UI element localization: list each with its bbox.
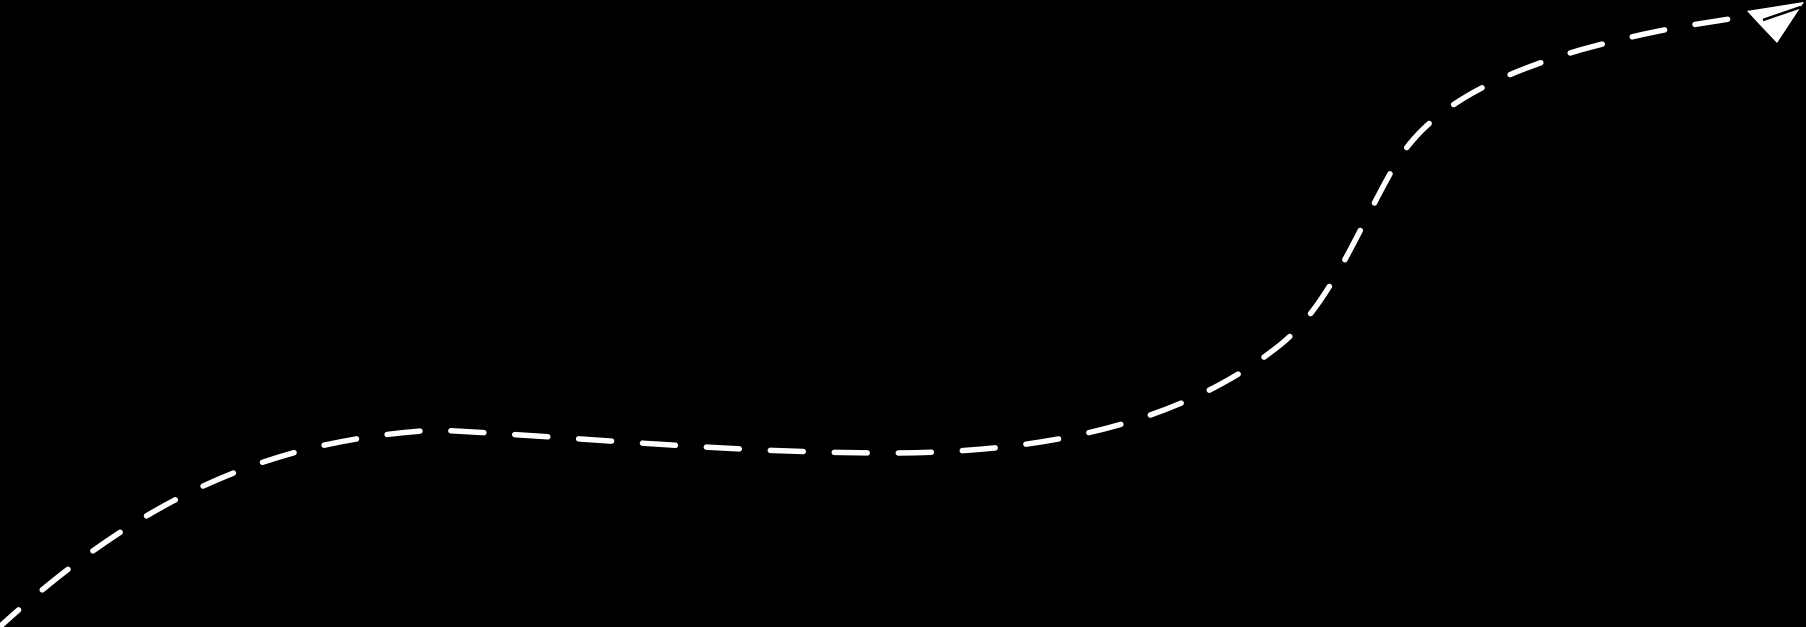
paper-plane-icon: [1747, 2, 1804, 43]
paper-plane-fold-line: [1762, 5, 1802, 22]
paper-plane-wing: [1747, 2, 1804, 16]
dashed-flight-path: [0, 13, 1751, 627]
